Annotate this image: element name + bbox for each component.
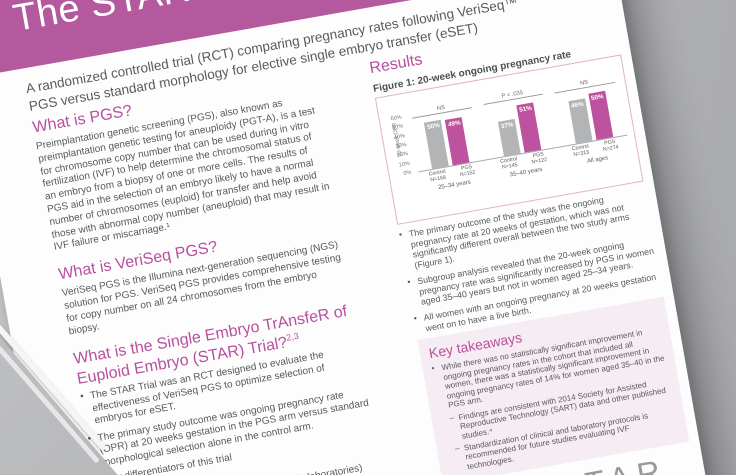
significance-label: P = .035	[501, 90, 524, 101]
bar-value-label: 50%	[426, 122, 441, 132]
axis-tick-label: 0%	[403, 169, 412, 177]
pgs-bar: 51%	[516, 102, 542, 153]
left-column: What is PGS? Preimplantation genetic scr…	[31, 70, 388, 475]
right-column: Results Figure 1: 20-week ongoing pregna…	[368, 17, 701, 475]
reference-superscript: 2,3	[285, 330, 300, 343]
pgs-bar: 50%	[588, 91, 613, 141]
significance-label: NS	[579, 79, 589, 88]
bar-group: P = .035 37% 51%	[477, 76, 555, 158]
bar-group: NS 50% 49%	[406, 89, 484, 171]
bar-value-label: 37%	[500, 121, 515, 131]
bar-value-label: 51%	[518, 105, 533, 115]
bar-group: NS 46% 50%	[549, 64, 627, 146]
control-bar: 37%	[497, 119, 521, 157]
pgs-bar: 49%	[445, 117, 470, 166]
axis-tick-label: 40%	[393, 132, 406, 141]
significance-label: NS	[436, 105, 446, 113]
axis-tick-label: 60%	[390, 114, 403, 123]
axis-tick-label: 10%	[398, 160, 411, 169]
axis-tick-label: 50%	[391, 123, 404, 132]
bar-pair: 37% 51%	[482, 100, 556, 158]
axis-tick-label: 30%	[395, 142, 408, 150]
bar-value-label: 50%	[590, 93, 605, 103]
bar-value-label: 49%	[447, 119, 462, 129]
bar-value-label: 46%	[570, 100, 585, 110]
control-bar: 46%	[568, 98, 593, 144]
axis-tick-label: 20%	[396, 151, 409, 160]
